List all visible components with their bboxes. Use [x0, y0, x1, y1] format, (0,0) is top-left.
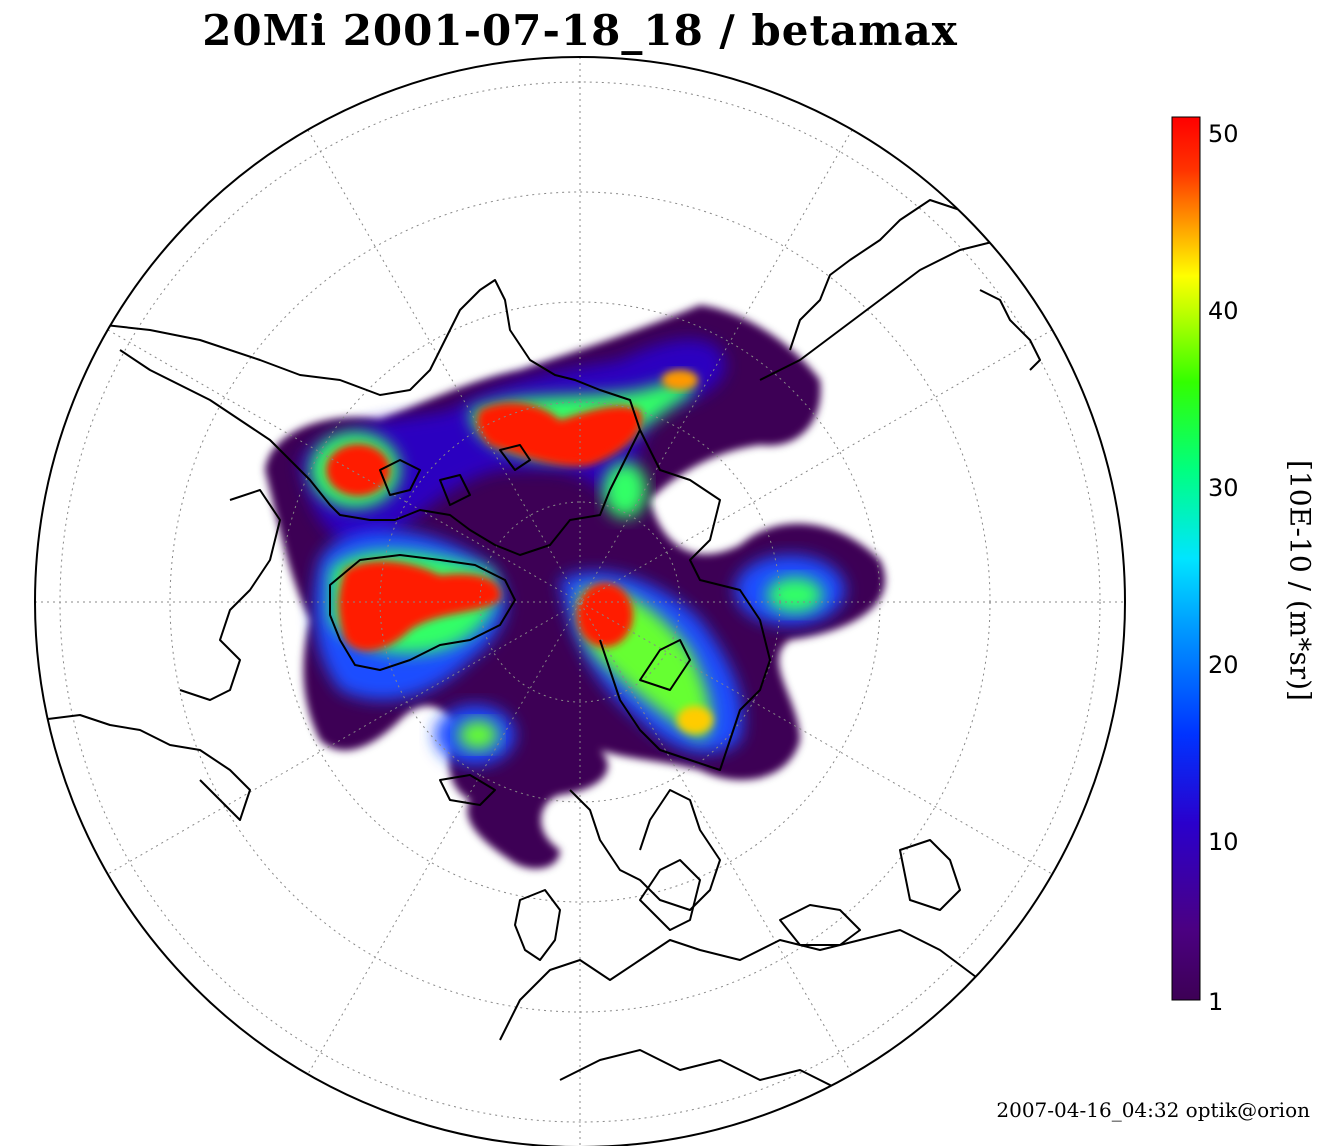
graticule — [35, 57, 1125, 1146]
coastline-iceland — [439, 774, 496, 806]
colorbar-tick-label: 1 — [1208, 988, 1224, 1016]
map-border — [34, 56, 1126, 1146]
coastline-british-isles — [514, 889, 561, 961]
meridian — [107, 329, 1053, 875]
coastline-caspian — [899, 839, 961, 911]
coastline-black-sea — [779, 904, 861, 946]
meridian — [307, 129, 853, 1075]
coastline-scandinavia — [569, 789, 721, 911]
field-red-north — [477, 402, 642, 466]
coastline-mediterranean — [559, 1049, 921, 1091]
coastline-baltic — [639, 859, 701, 931]
latitude-circle — [279, 301, 881, 903]
colorbar — [1171, 116, 1201, 1001]
coastline-siberia — [599, 429, 771, 771]
colorbar-tick-label: 10 — [1208, 828, 1239, 856]
colorbar-tick-label: 50 — [1208, 120, 1239, 148]
coastline-hudson — [179, 489, 281, 701]
field-red-pole — [577, 583, 633, 647]
field-yellow-east — [677, 706, 713, 734]
meridian — [107, 329, 1053, 875]
colorbar-frame — [1171, 116, 1201, 1001]
field-green-mid — [603, 462, 647, 518]
coastline-labrador — [39, 714, 251, 821]
meridian — [307, 129, 853, 1075]
coastline-novaya-zemlya — [639, 639, 691, 691]
map-title: 20Mi 2001-07-18_18 / betamax — [202, 6, 958, 55]
coastline-north-america — [104, 279, 641, 556]
coastline-kamchatka — [789, 189, 1001, 351]
coastlines — [39, 189, 1041, 1091]
field-orange-north — [662, 370, 698, 390]
coastline-arctic-islands — [379, 444, 531, 506]
coastline-europe — [499, 929, 1001, 1041]
colorbar-tick-label: 30 — [1208, 474, 1239, 502]
footer-stamp: 2007-04-16_04:32 optik@orion — [996, 1098, 1310, 1122]
field-red-west — [338, 560, 501, 651]
unit-label-text: [10E-10 / (m*sr)] — [1283, 460, 1317, 701]
coastline-japan — [979, 289, 1041, 371]
field-green-south — [458, 720, 498, 750]
betamax-field — [265, 305, 886, 869]
colorbar-tick-label: 20 — [1208, 651, 1239, 679]
colorbar-tick-label: 40 — [1208, 297, 1239, 325]
colorbar-gradient — [1172, 117, 1200, 1000]
field-green-far-east — [767, 577, 823, 613]
coastline-greenland — [329, 554, 516, 671]
